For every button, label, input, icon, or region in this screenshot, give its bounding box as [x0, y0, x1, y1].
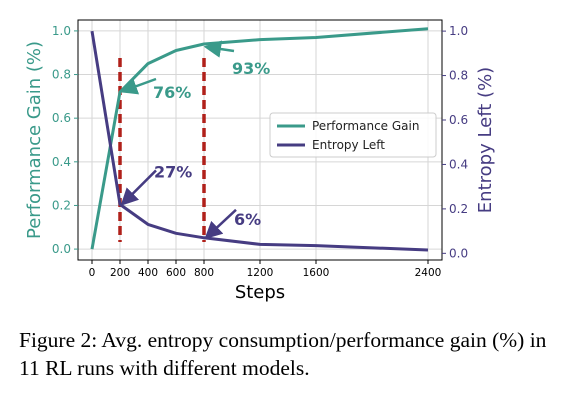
- x-tick-label: 1200: [247, 267, 274, 279]
- x-tick-label: 2400: [415, 267, 442, 279]
- x-tick-label: 800: [194, 267, 214, 279]
- x-tick-label: 200: [110, 267, 130, 279]
- y-left-tick-label: 0.0: [52, 242, 71, 256]
- legend-label: Performance Gain: [312, 119, 419, 133]
- annotation-arrow: [119, 77, 157, 95]
- annotation-arrow: [203, 40, 235, 58]
- x-tick-label: 1600: [303, 267, 330, 279]
- annotation-label: 27%: [154, 162, 192, 181]
- x-tick-label: 600: [166, 267, 186, 279]
- y-right-tick-label: 0.0: [449, 246, 468, 260]
- annotation-arrow: [204, 208, 237, 240]
- y-left-tick-label: 0.6: [52, 111, 71, 125]
- entropy-left-line: [90, 30, 429, 252]
- figure-caption: Figure 2: Avg. entropy consumption/perfo…: [19, 328, 547, 380]
- legend-label: Entropy Left: [312, 138, 385, 152]
- y-left-tick-label: 0.4: [52, 155, 71, 169]
- annotation-label: 93%: [232, 59, 270, 78]
- legend-box: [269, 112, 437, 158]
- dual-axis-line-chart: 76% 93% 27% 6% 0 200 400 600 800 1200 1600 2400 0.0…: [24, 19, 496, 303]
- y-left-tick-label: 1.0: [52, 24, 71, 38]
- annotations: 76% 93% 27% 6%: [119, 40, 270, 240]
- legend: Performance Gain Entropy Left: [269, 112, 437, 158]
- y-right-tick-label: 0.6: [449, 113, 468, 127]
- y-right-tick-label: 0.2: [449, 202, 468, 216]
- x-tick-label: 0: [89, 267, 96, 279]
- axes: 0 200 400 600 800 1200 1600 2400 0.0 0.2 0.4 0.6 0.8…: [52, 24, 468, 279]
- y-right-tick-label: 0.4: [449, 157, 468, 171]
- y-right-tick-label: 0.8: [449, 69, 468, 83]
- y-left-tick-label: 0.8: [52, 68, 71, 82]
- x-axis-title: Steps: [235, 282, 285, 303]
- y-right-tick-label: 1.0: [449, 24, 468, 38]
- y-axis-title-left: Performance Gain (%): [24, 41, 45, 239]
- annotation-label: 6%: [234, 210, 261, 229]
- annotation-arrow: [120, 169, 157, 206]
- annotation-label: 76%: [153, 83, 191, 102]
- y-left-tick-label: 0.2: [52, 198, 71, 212]
- y-axis-title-right: Entropy Left (%): [475, 67, 496, 213]
- x-tick-label: 400: [138, 267, 158, 279]
